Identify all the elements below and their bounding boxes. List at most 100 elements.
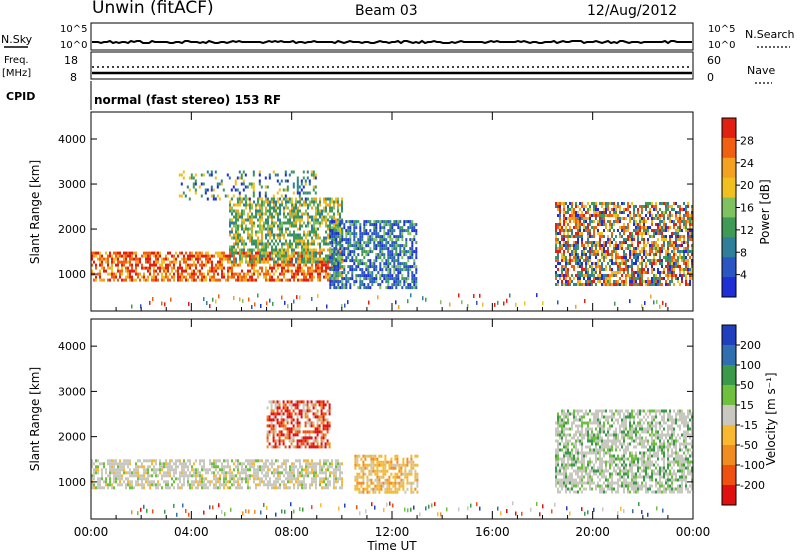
echo-cell — [276, 197, 279, 201]
echo-cell — [232, 185, 235, 189]
echo-cell — [399, 253, 402, 257]
echo-cell — [683, 226, 685, 229]
echo-cell — [615, 235, 617, 238]
echo-cell — [603, 280, 605, 283]
echo-cell — [273, 206, 275, 210]
echo-cell — [335, 471, 337, 475]
echo-cell — [387, 259, 390, 263]
echo-cell — [205, 471, 207, 475]
echo-cell — [193, 462, 195, 466]
echo-cell — [209, 275, 211, 279]
echo-cell — [401, 277, 404, 281]
echo-cell — [231, 269, 233, 273]
echo-cell — [589, 250, 591, 253]
echo-cell — [667, 208, 669, 211]
echo-cell — [261, 242, 263, 246]
echo-cell — [181, 272, 183, 276]
echo-cell — [341, 209, 343, 213]
echo-cell — [263, 251, 265, 255]
echo-cell — [609, 259, 611, 262]
echo-cell — [266, 445, 269, 449]
echo-cell — [373, 277, 376, 281]
echo-cell — [403, 277, 406, 281]
echo-cell — [329, 241, 332, 245]
echo-cell — [169, 278, 171, 282]
echo-cell — [683, 223, 685, 226]
echo-cell — [237, 233, 239, 237]
echo-cell — [329, 471, 331, 475]
echo-cell — [375, 253, 378, 257]
echo-cell — [341, 229, 344, 233]
echo-cell — [405, 262, 408, 266]
echo-cell — [243, 209, 245, 213]
echo-cell — [165, 471, 167, 475]
echo-cell — [189, 251, 191, 255]
echo-cell — [206, 188, 209, 192]
echo-cell — [229, 251, 231, 255]
echo-cell — [207, 257, 209, 261]
echo-cell — [577, 217, 579, 220]
echo-cell — [243, 248, 245, 252]
echo-cell — [337, 480, 339, 484]
echo-cell — [271, 278, 273, 282]
echo-cell — [347, 280, 350, 284]
echo-cell — [595, 217, 597, 220]
echo-cell — [231, 248, 233, 252]
echo-cell — [257, 245, 259, 249]
echo-cell — [285, 221, 287, 225]
echo-cell — [243, 477, 245, 481]
echo-cell — [272, 412, 275, 416]
echo-cell — [231, 477, 233, 481]
echo-cell — [581, 262, 583, 265]
echo-cell — [225, 465, 227, 469]
echo-cell — [585, 274, 587, 277]
echo-cell — [137, 275, 139, 279]
echo-cell — [237, 471, 239, 475]
echo-cell — [323, 480, 325, 484]
echo-cell — [221, 471, 223, 475]
echo-cell — [299, 200, 301, 204]
echo-cell — [133, 474, 135, 478]
echo-cell — [295, 260, 297, 264]
echo-cell — [263, 275, 265, 279]
echo-cell — [267, 221, 269, 225]
echo-cell — [281, 200, 283, 204]
echo-cell — [314, 176, 317, 180]
noise-cell — [644, 301, 646, 305]
echo-cell — [312, 176, 315, 180]
echo-cell — [305, 474, 307, 478]
echo-cell — [149, 480, 151, 484]
echo-cell — [403, 229, 406, 233]
echo-cell — [601, 268, 603, 271]
echo-cell — [629, 274, 631, 277]
echo-cell — [149, 465, 151, 469]
echo-cell — [245, 477, 247, 481]
echo-cell — [189, 272, 191, 276]
echo-cell — [341, 277, 344, 281]
echo-cell — [609, 229, 611, 232]
echo-cell — [381, 241, 384, 245]
echo-cell — [253, 459, 255, 463]
echo-cell — [635, 229, 637, 232]
echo-cell — [355, 280, 358, 284]
echo-cell — [685, 223, 687, 226]
echo-cell — [273, 197, 275, 201]
echo-cell — [171, 468, 173, 472]
echo-cell — [163, 275, 165, 279]
echo-cell — [291, 212, 293, 216]
echo-cell — [276, 418, 279, 422]
echo-cell — [236, 188, 239, 192]
echo-cell — [311, 218, 313, 222]
echo-cell — [261, 266, 263, 270]
echo-cell — [283, 462, 285, 466]
echo-cell — [323, 197, 325, 201]
echo-cell — [357, 262, 360, 266]
echo-cell — [201, 260, 203, 264]
echo-cell — [327, 260, 329, 264]
echo-cell — [93, 477, 95, 481]
echo-cell — [178, 173, 181, 177]
echo-cell — [201, 477, 203, 481]
echo-cell — [405, 280, 408, 284]
echo-cell — [337, 262, 340, 266]
echo-cell — [685, 274, 687, 277]
